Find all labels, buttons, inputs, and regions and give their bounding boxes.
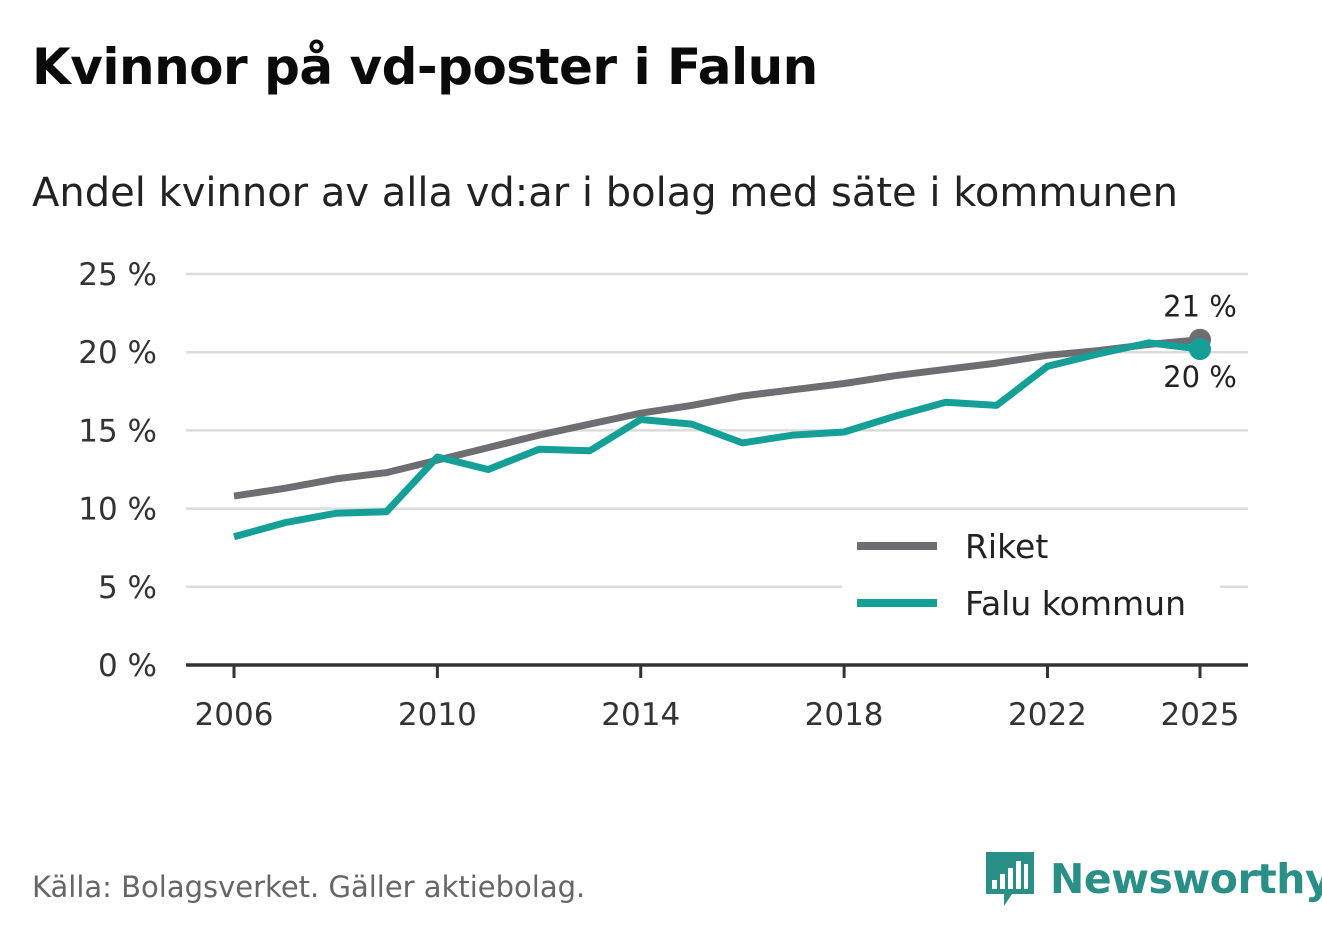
y-tick-label: 5 % xyxy=(98,570,157,606)
end-value-label: 20 % xyxy=(1163,360,1237,394)
y-tick-label: 20 % xyxy=(78,335,157,371)
x-tick-label: 2014 xyxy=(601,697,680,733)
x-tick-label: 2010 xyxy=(398,697,477,733)
y-tick-label: 15 % xyxy=(78,413,157,449)
x-tick-label: 2018 xyxy=(805,697,884,733)
y-axis-ticks: 0 % 5 % 10 % 15 % 20 % 25 % xyxy=(78,257,157,684)
chart-title: Kvinnor på vd-poster i Falun xyxy=(32,38,818,96)
x-axis-ticks: 2006 2010 2014 2018 2022 2025 xyxy=(195,665,1240,733)
x-tick-label: 2006 xyxy=(195,697,274,733)
brand: Newsworthy xyxy=(982,848,1322,910)
series-end-marker-1 xyxy=(1189,338,1211,361)
grid-lines xyxy=(186,272,1248,667)
x-tick-label: 2022 xyxy=(1008,697,1087,733)
series-line-0 xyxy=(233,336,1201,500)
chart-subtitle: Andel kvinnor av alla vd:ar i bolag med … xyxy=(32,170,1178,216)
series-lines xyxy=(233,328,1211,541)
end-value-label: 21 % xyxy=(1163,290,1237,324)
end-labels: 21 % 20 % xyxy=(1163,290,1237,394)
y-tick-label: 25 % xyxy=(78,257,157,293)
series-line-1 xyxy=(233,339,1201,541)
legend: Riket Falu kommun xyxy=(857,527,1186,623)
legend-box xyxy=(842,520,1220,634)
brand-name: Newsworthy xyxy=(1050,855,1322,903)
legend-label: Falu kommun xyxy=(965,584,1186,623)
x-tick-label: 2025 xyxy=(1161,697,1240,733)
newsworthy-logo-icon xyxy=(986,852,1034,906)
y-tick-label: 0 % xyxy=(98,648,157,684)
y-tick-label: 10 % xyxy=(78,492,157,528)
source-note: Källa: Bolagsverket. Gäller aktiebolag. xyxy=(32,870,586,904)
legend-label: Riket xyxy=(965,527,1048,566)
